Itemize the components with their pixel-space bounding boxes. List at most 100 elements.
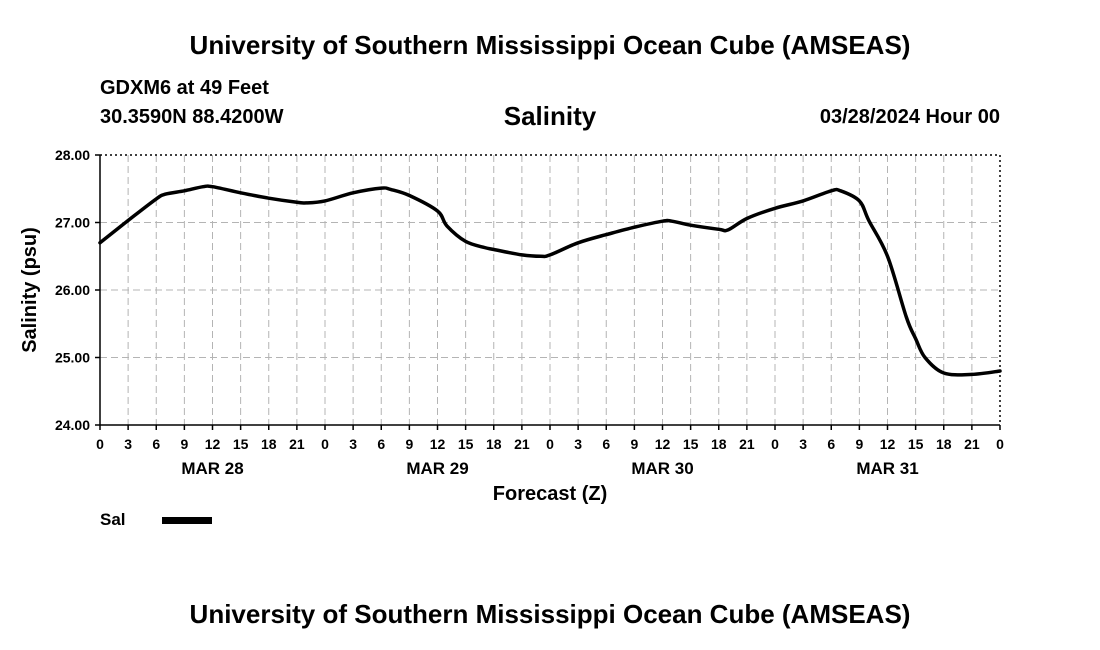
x-tick-label: 15 [458,436,474,452]
x-tick-label: 6 [152,436,160,452]
data-point-sal [483,246,486,249]
x-tick-label: 6 [827,436,835,452]
data-point-sal [295,201,299,204]
data-point-sal [267,197,270,200]
x-tick-label: 3 [574,436,582,452]
coordinates-label: 30.3590N 88.4200W [100,106,284,128]
page-title: University of Southern Mississippi Ocean… [189,30,911,60]
data-point-sal [970,373,974,376]
data-point-sal [520,253,524,257]
y-tick-label: 26.00 [55,282,90,298]
x-tick-label: 6 [377,436,385,452]
x-axis-label: Forecast (Z) [493,483,607,505]
date-label: MAR 30 [631,459,693,478]
x-tick-label: 0 [771,436,779,452]
data-point-sal [670,220,674,223]
data-point-sal [801,199,805,203]
data-point-sal [183,189,186,192]
data-point-sal [942,371,945,375]
x-tick-label: 0 [321,436,329,452]
x-tick-label: 12 [655,436,671,452]
data-point-sal [830,189,833,192]
data-point-sal [605,233,608,236]
y-tick-label: 24.00 [55,417,90,433]
data-point-sal [201,185,205,188]
data-point-sal [155,197,158,201]
x-tick-label: 0 [96,436,104,452]
data-point-sal [905,315,908,319]
x-tick-label: 6 [602,436,610,452]
station-label: GDXM6 at 49 Feet [100,77,269,99]
data-point-sal [858,199,861,203]
x-tick-label: 3 [124,436,132,452]
date-label: MAR 31 [856,459,918,478]
x-tick-label: 18 [936,436,952,452]
data-point-sal [726,228,730,232]
legend-label: Sal [100,510,126,529]
x-tick-label: 3 [349,436,357,452]
data-point-sal [492,248,495,251]
x-tick-label: 15 [908,436,924,452]
x-tick-label: 9 [855,436,863,452]
x-tick-label: 9 [180,436,188,452]
forecast-timestamp: 03/28/2024 Hour 00 [819,106,1000,128]
legend-line-swatch [162,517,212,524]
data-point-sal [351,191,355,194]
date-label: MAR 28 [181,459,243,478]
x-tick-label: 21 [964,436,980,452]
y-tick-label: 27.00 [55,215,90,231]
x-tick-label: 0 [996,436,1004,452]
data-point-sal [745,217,749,220]
data-point-sal [576,241,580,244]
x-tick-label: 21 [514,436,530,452]
x-tick-label: 18 [711,436,727,452]
x-tick-label: 15 [683,436,699,452]
data-point-sal [773,207,777,210]
x-tick-label: 12 [430,436,446,452]
data-point-sal [548,253,552,257]
y-axis-label: Salinity (psu) [19,227,41,353]
data-point-sal [389,188,392,191]
data-point-sal [464,240,467,243]
data-point-sal [717,228,720,231]
series-line-sal [98,184,1002,377]
data-point-sal [380,186,383,190]
data-point-sal [661,220,664,223]
data-point-sal [839,189,842,192]
data-point-sal [305,201,308,205]
data-point-sal [126,219,130,222]
data-point-sal [923,356,927,359]
data-point-sal [323,199,327,203]
x-tick-label: 15 [233,436,249,452]
chart-title: Salinity [503,101,597,131]
x-tick-label: 21 [289,436,305,452]
x-tick-label: 3 [799,436,807,452]
data-point-sal [164,192,167,196]
x-tick-label: 18 [261,436,277,452]
x-tick-label: 12 [880,436,896,452]
x-tick-label: 0 [546,436,554,452]
x-tick-label: 9 [405,436,413,452]
date-label: MAR 29 [406,459,468,478]
data-point-sal [886,255,889,258]
data-point-sal [689,224,692,227]
x-tick-label: 9 [630,436,638,452]
data-point-sal [408,194,411,197]
x-tick-label: 12 [205,436,221,452]
data-point-sal [998,369,1002,373]
data-point-sal [239,191,242,194]
footer-title: University of Southern Mississippi Ocean… [189,599,911,629]
y-tick-label: 25.00 [55,350,90,366]
x-tick-label: 18 [486,436,502,452]
data-point-sal [445,224,449,228]
y-tick-label: 28.00 [55,147,90,163]
data-point-sal [633,226,636,229]
data-point-sal [211,185,214,188]
axes: 24.00 25.00 26.00 27.00 28.00 0 3 6 9 12 15 18 21 0 3 6… [55,147,1004,478]
grid [100,155,1000,425]
series-layer [98,184,1002,377]
data-point-sal [914,337,917,340]
data-point-sal [539,255,542,258]
data-point-sal [436,209,439,213]
